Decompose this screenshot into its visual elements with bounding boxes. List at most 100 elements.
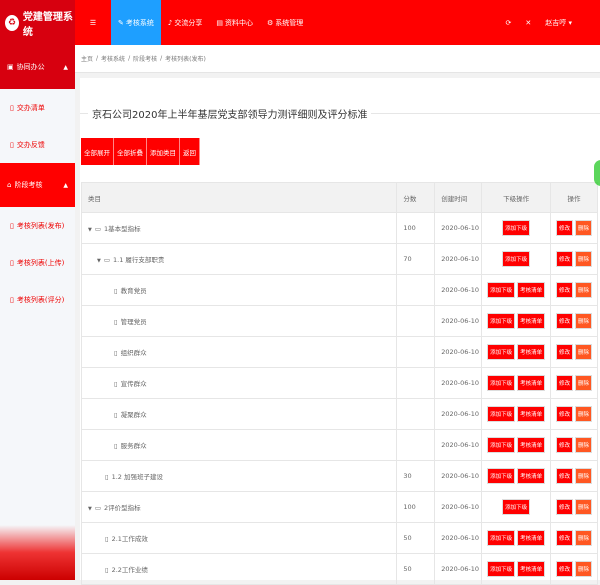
checklist-button[interactable]: 考核清单: [517, 468, 546, 484]
breadcrumb-item: 考核列表(发布): [165, 56, 206, 63]
breadcrumb-item[interactable]: 阶段考核: [133, 56, 158, 63]
toolbar-button[interactable]: 全部展开: [81, 138, 114, 165]
delete-button[interactable]: 删除: [575, 220, 593, 236]
sidebar-item[interactable]: ▯ 考核列表(上传): [0, 244, 75, 281]
fullscreen-icon[interactable]: ✕: [525, 18, 532, 27]
toolbar-button[interactable]: 返回: [180, 138, 200, 165]
sidebar-item-label: 考核列表(上传): [16, 258, 65, 267]
delete-button[interactable]: 删除: [575, 406, 593, 422]
expand-toggle-icon[interactable]: ▼: [97, 258, 101, 264]
delete-button[interactable]: 删除: [575, 313, 593, 329]
delete-button[interactable]: 删除: [575, 561, 593, 577]
edit-button[interactable]: 修改: [556, 468, 574, 484]
add-child-button[interactable]: 添加下级: [487, 530, 516, 546]
delete-button[interactable]: 删除: [575, 375, 593, 391]
checklist-button[interactable]: 考核清单: [517, 375, 546, 391]
add-child-button[interactable]: 添加下级: [487, 344, 516, 360]
sub-actions-cell: 添加下级 考核清单: [481, 305, 552, 337]
category-cell: ▯ 2.1工作成效: [80, 522, 398, 554]
score-cell: [396, 274, 436, 306]
add-child-button[interactable]: 添加下级: [502, 499, 531, 515]
user-menu[interactable]: 赵吉哼 ▾: [545, 18, 572, 27]
nav-tab-0[interactable]: ✎ 考核系统: [111, 0, 161, 45]
date-cell: 2020-06-10: [434, 212, 483, 244]
breadcrumb-item[interactable]: 主页: [81, 56, 94, 63]
edit-button[interactable]: 修改: [556, 499, 574, 515]
edit-button[interactable]: 修改: [556, 561, 574, 577]
add-child-button[interactable]: 添加下级: [487, 406, 516, 422]
score-cell: [396, 367, 436, 399]
logo: ♻ 党建管理系统: [0, 0, 75, 45]
category-name: 服务群众: [120, 442, 147, 450]
category-name: 宣传群众: [120, 380, 147, 388]
breadcrumb: 主页 / 考核系统 / 阶段考核 / 考核列表(发布): [75, 45, 600, 73]
sidebar-group[interactable]: ⌂ 阶段考核 ▲: [0, 163, 75, 207]
document-icon: ▯: [10, 295, 14, 304]
sidebar-group[interactable]: ▣ 协同办公 ▲: [0, 45, 75, 89]
menu-toggle-icon[interactable]: ☰: [89, 18, 97, 27]
table-row: ▯ 服务群众 2020-06-10 添加下级 考核清单 修改 删除: [80, 429, 598, 461]
category-name: 2.2工作业绩: [111, 566, 148, 574]
delete-button[interactable]: 删除: [575, 251, 593, 267]
refresh-icon[interactable]: ⟳: [505, 18, 512, 27]
category-cell: ▯ 1.2 加强班子建设: [80, 460, 398, 492]
edit-button[interactable]: 修改: [556, 251, 574, 267]
edit-button[interactable]: 修改: [556, 406, 574, 422]
checklist-button[interactable]: 考核清单: [517, 406, 546, 422]
add-child-button[interactable]: 添加下级: [487, 282, 516, 298]
edit-button[interactable]: 修改: [556, 220, 574, 236]
delete-button[interactable]: 删除: [575, 344, 593, 360]
delete-button[interactable]: 删除: [575, 437, 593, 453]
add-child-button[interactable]: 添加下级: [487, 437, 516, 453]
table-row: ▯ 教育党员 2020-06-10 添加下级 考核清单 修改 删除: [80, 274, 598, 306]
checklist-button[interactable]: 考核清单: [517, 437, 546, 453]
sub-actions-cell: 添加下级 考核清单: [481, 367, 552, 399]
checklist-button[interactable]: 考核清单: [517, 530, 546, 546]
nav-tab-2[interactable]: ▤ 资料中心: [209, 0, 260, 45]
edit-button[interactable]: 修改: [556, 437, 574, 453]
breadcrumb-item[interactable]: 考核系统: [101, 56, 126, 63]
toolbar-button[interactable]: 添加类目: [147, 138, 180, 165]
checklist-button[interactable]: 考核清单: [517, 344, 546, 360]
add-child-button[interactable]: 添加下级: [487, 468, 516, 484]
sidebar-item[interactable]: ▯ 交办反馈: [0, 126, 75, 163]
checklist-button[interactable]: 考核清单: [517, 561, 546, 577]
add-child-button[interactable]: 添加下级: [487, 375, 516, 391]
sub-actions-cell: 添加下级: [481, 243, 552, 275]
delete-button[interactable]: 删除: [575, 468, 593, 484]
score-cell: [396, 336, 436, 368]
edit-button[interactable]: 修改: [556, 344, 574, 360]
score-cell: 70: [396, 243, 436, 275]
nav-tab-1[interactable]: ♪ 交流分享: [161, 0, 209, 45]
nav-tab-3[interactable]: ⚙ 系统管理: [260, 0, 310, 45]
sidebar-item-label: 考核列表(发布): [16, 221, 65, 230]
table-row: ▯ 1.2 加强班子建设 30 2020-06-10 添加下级 考核清单 修改 删除: [80, 460, 598, 492]
delete-button[interactable]: 删除: [575, 499, 593, 515]
category-name: 2.1工作成效: [111, 535, 148, 543]
add-child-button[interactable]: 添加下级: [502, 251, 531, 267]
floating-widget[interactable]: [594, 160, 600, 186]
actions-cell: 修改 删除: [550, 212, 598, 244]
toolbar-button[interactable]: 全部折叠: [114, 138, 147, 165]
sidebar-item[interactable]: ▯ 考核列表(发布): [0, 207, 75, 244]
nav-tab-label: 系统管理: [275, 18, 304, 27]
expand-toggle-icon[interactable]: ▼: [88, 227, 92, 233]
delete-button[interactable]: 删除: [575, 282, 593, 298]
sidebar-item[interactable]: ▯ 交办清单: [0, 89, 75, 126]
add-child-button[interactable]: 添加下级: [487, 313, 516, 329]
date-cell: 2020-06-10: [434, 491, 483, 523]
delete-button[interactable]: 删除: [575, 530, 593, 546]
edit-button[interactable]: 修改: [556, 313, 574, 329]
edit-button[interactable]: 修改: [556, 530, 574, 546]
category-cell: ▼ ▭ 1基本型指标: [80, 212, 398, 244]
add-child-button[interactable]: 添加下级: [487, 561, 516, 577]
expand-toggle-icon[interactable]: ▼: [88, 506, 92, 512]
breadcrumb-separator: /: [96, 55, 99, 62]
add-child-button[interactable]: 添加下级: [502, 220, 531, 236]
checklist-button[interactable]: 考核清单: [517, 313, 546, 329]
document-icon: ▯: [10, 258, 14, 267]
edit-button[interactable]: 修改: [556, 375, 574, 391]
checklist-button[interactable]: 考核清单: [517, 282, 546, 298]
sidebar-item[interactable]: ▯ 考核列表(评分): [0, 281, 75, 318]
edit-button[interactable]: 修改: [556, 282, 574, 298]
